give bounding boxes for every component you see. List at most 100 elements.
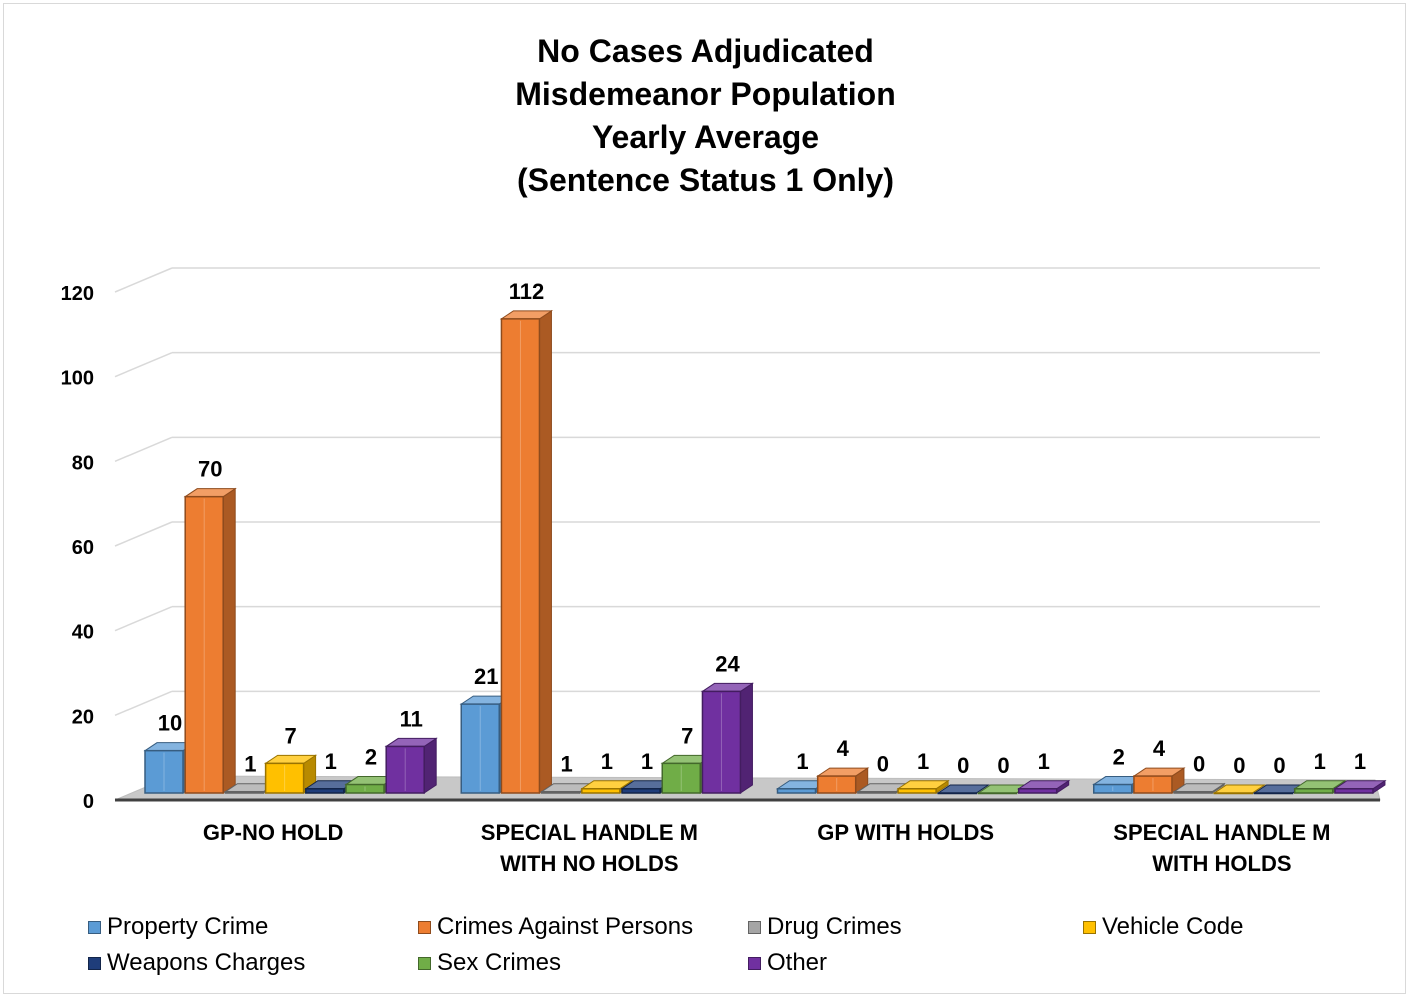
bar — [1132, 767, 1186, 794]
data-label: 1 — [917, 749, 929, 774]
data-label: 11 — [400, 706, 423, 731]
chart-title-line-3: Yearly Average — [591, 119, 820, 155]
bar — [1333, 779, 1387, 794]
bar-front — [581, 788, 621, 794]
legend-swatch — [748, 920, 761, 934]
bars — [143, 309, 1387, 795]
y-tick-label: 60 — [72, 537, 94, 559]
legend-swatch — [88, 920, 101, 934]
bar-front — [1173, 790, 1213, 794]
bar-front — [621, 788, 661, 794]
data-label: 0 — [1193, 752, 1205, 777]
bar — [499, 309, 554, 794]
bar-front — [977, 792, 1018, 795]
data-label: 1 — [561, 752, 573, 777]
bar-front — [1017, 788, 1058, 794]
gridline-side — [114, 690, 173, 717]
bar-front — [1253, 792, 1294, 795]
legend-label: Property Crime — [107, 913, 269, 940]
data-label: 1 — [641, 749, 653, 774]
chart-title-line-4: (Sentence Status 1 Only) — [517, 162, 894, 198]
bar — [263, 754, 318, 794]
bar-front — [540, 790, 581, 794]
gridline-side — [114, 351, 173, 378]
bar — [183, 487, 237, 794]
data-label: 1 — [325, 749, 337, 774]
data-label: 0 — [1233, 753, 1245, 778]
data-label: 7 — [284, 723, 296, 748]
x-tick-label: SPECIAL HANDLE M — [481, 820, 698, 845]
legend-item: Crimes Against Persons — [418, 913, 693, 941]
chart-legend: Property Crime Crimes Against Persons Drug… — [88, 913, 1388, 993]
x-tick-label: GP-NO HOLD — [203, 820, 344, 845]
bar — [1212, 784, 1267, 795]
chart-title-line-2: Misdemeanor Population — [515, 76, 896, 112]
data-label: 1 — [1354, 749, 1366, 774]
legend-item: Other — [748, 949, 827, 977]
data-label: 0 — [877, 752, 889, 777]
data-label: 1 — [1314, 749, 1326, 774]
legend-label: Crimes Against Persons — [437, 913, 694, 940]
data-label: 0 — [957, 753, 969, 778]
data-label: 1 — [601, 749, 613, 774]
bar-side — [538, 309, 552, 794]
legend-item: Weapons Charges — [88, 949, 305, 977]
bar-front — [897, 788, 937, 794]
gridlines — [114, 267, 1320, 717]
bar-side — [739, 682, 753, 794]
bar — [1172, 782, 1226, 794]
chart-title-line-1: No Cases Adjudicated — [537, 33, 874, 69]
data-label: 4 — [1153, 736, 1166, 761]
legend-label: Vehicle Code — [1102, 913, 1244, 940]
bar-front — [937, 792, 978, 795]
data-label: 21 — [474, 664, 498, 689]
y-tick-label: 20 — [72, 706, 94, 728]
data-label: 1 — [1038, 749, 1050, 774]
bar — [816, 767, 870, 794]
bar — [384, 737, 438, 794]
bar-front — [224, 790, 265, 794]
gridline-side — [114, 267, 173, 293]
data-label: 70 — [198, 457, 222, 482]
data-label: 10 — [158, 711, 182, 736]
data-label: 24 — [715, 651, 740, 676]
chart-frame — [3, 3, 1406, 994]
bar-front — [857, 790, 897, 794]
legend-swatch — [88, 956, 101, 970]
x-tick-label: WITH NO HOLDS — [500, 851, 678, 876]
bar — [896, 779, 950, 794]
bar — [700, 682, 755, 794]
x-tick-label: GP WITH HOLDS — [817, 820, 994, 845]
legend-swatch — [1083, 920, 1096, 934]
data-label: 0 — [997, 753, 1009, 778]
legend-label: Other — [767, 949, 828, 976]
legend-label: Weapons Charges — [107, 949, 306, 976]
bar-front — [776, 788, 817, 794]
bar-front — [1294, 788, 1334, 794]
y-tick-label: 120 — [61, 283, 94, 305]
y-tick-label: 40 — [72, 622, 94, 644]
bar — [936, 784, 990, 795]
legend-item: Drug Crimes — [748, 913, 902, 941]
data-label: 1 — [796, 749, 808, 774]
bar — [1017, 779, 1071, 794]
gridline-side — [114, 436, 173, 463]
legend-item: Vehicle Code — [1083, 913, 1243, 941]
data-label: 1 — [244, 752, 256, 777]
legend-label: Drug Crimes — [767, 913, 902, 940]
legend-swatch — [748, 956, 761, 970]
x-tick-label: SPECIAL HANDLE M — [1113, 820, 1330, 845]
bar-front — [1334, 788, 1374, 794]
bar-side — [423, 737, 437, 794]
bar-side — [222, 487, 236, 794]
data-label: 2 — [365, 745, 377, 770]
data-label: 4 — [837, 736, 850, 761]
legend-label: Sex Crimes — [437, 949, 562, 976]
gridline-side — [114, 605, 173, 632]
data-label: 7 — [681, 723, 693, 748]
bar-front — [305, 788, 345, 794]
legend-item: Sex Crimes — [418, 949, 561, 977]
x-tick-label: WITH HOLDS — [1152, 851, 1291, 876]
chart-title: No Cases Adjudicated Misdemeanor Populat… — [0, 30, 1411, 202]
bar-front — [1213, 792, 1254, 795]
